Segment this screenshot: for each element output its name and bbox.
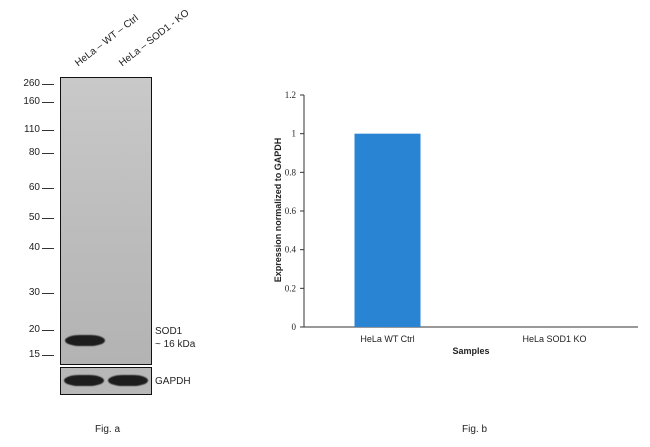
marker-tick bbox=[42, 130, 54, 131]
marker-40: 40 bbox=[28, 242, 40, 253]
gapdh-band-ko bbox=[108, 375, 148, 386]
marker-110: 110 bbox=[24, 124, 40, 135]
y-tick-label: 0.6 bbox=[285, 206, 297, 216]
y-tick-label: 1.2 bbox=[285, 90, 296, 100]
chart-y-axis-label: Expression normalized to GAPDH bbox=[273, 138, 283, 283]
marker-tick bbox=[42, 84, 54, 85]
marker-tick bbox=[42, 188, 54, 189]
sod1-band-wt bbox=[65, 335, 105, 346]
marker-tick bbox=[42, 102, 54, 103]
chart-x-axis-label: Samples bbox=[452, 346, 489, 356]
marker-tick bbox=[42, 355, 54, 356]
band-label-sod1: SOD1 bbox=[155, 326, 183, 337]
chart-bars bbox=[354, 133, 421, 327]
marker-tick bbox=[42, 218, 54, 219]
chart-y-ticks: 0 0.2 0.4 0.6 0.8 1 1.2 bbox=[285, 90, 304, 332]
marker-20: 20 bbox=[28, 324, 40, 335]
y-tick-label: 0 bbox=[292, 322, 297, 332]
marker-80: 80 bbox=[28, 147, 40, 158]
marker-260: 260 bbox=[23, 78, 40, 89]
band-size-label: ~ 16 kDa bbox=[155, 339, 196, 350]
loading-control-label: GAPDH bbox=[155, 376, 191, 387]
figure-b-caption: Fig. b bbox=[462, 424, 488, 435]
marker-60: 60 bbox=[28, 182, 40, 193]
marker-160: 160 bbox=[23, 96, 40, 107]
marker-30: 30 bbox=[28, 287, 40, 298]
chart-axes bbox=[303, 95, 638, 328]
marker-tick bbox=[42, 330, 54, 331]
marker-50: 50 bbox=[28, 212, 40, 223]
marker-tick bbox=[42, 153, 54, 154]
figure-a-caption: Fig. a bbox=[95, 424, 121, 435]
marker-tick bbox=[42, 293, 54, 294]
marker-15: 15 bbox=[28, 349, 40, 360]
x-tick-label: HeLa WT Ctrl bbox=[360, 334, 414, 344]
blot-panel-gapdh bbox=[60, 367, 152, 395]
gapdh-band-wt bbox=[64, 375, 104, 386]
y-tick-label: 0.2 bbox=[285, 283, 296, 293]
y-tick-label: 0.8 bbox=[285, 167, 297, 177]
y-tick-label: 1 bbox=[292, 129, 297, 139]
y-tick-label: 0.4 bbox=[285, 245, 297, 255]
bar-0 bbox=[354, 133, 421, 327]
x-tick-label: HeLa SOD1 KO bbox=[522, 334, 586, 344]
marker-tick bbox=[42, 248, 54, 249]
blot-panel-sod1 bbox=[60, 77, 152, 365]
chart-x-ticks: HeLa WT Ctrl HeLa SOD1 KO bbox=[360, 334, 586, 344]
